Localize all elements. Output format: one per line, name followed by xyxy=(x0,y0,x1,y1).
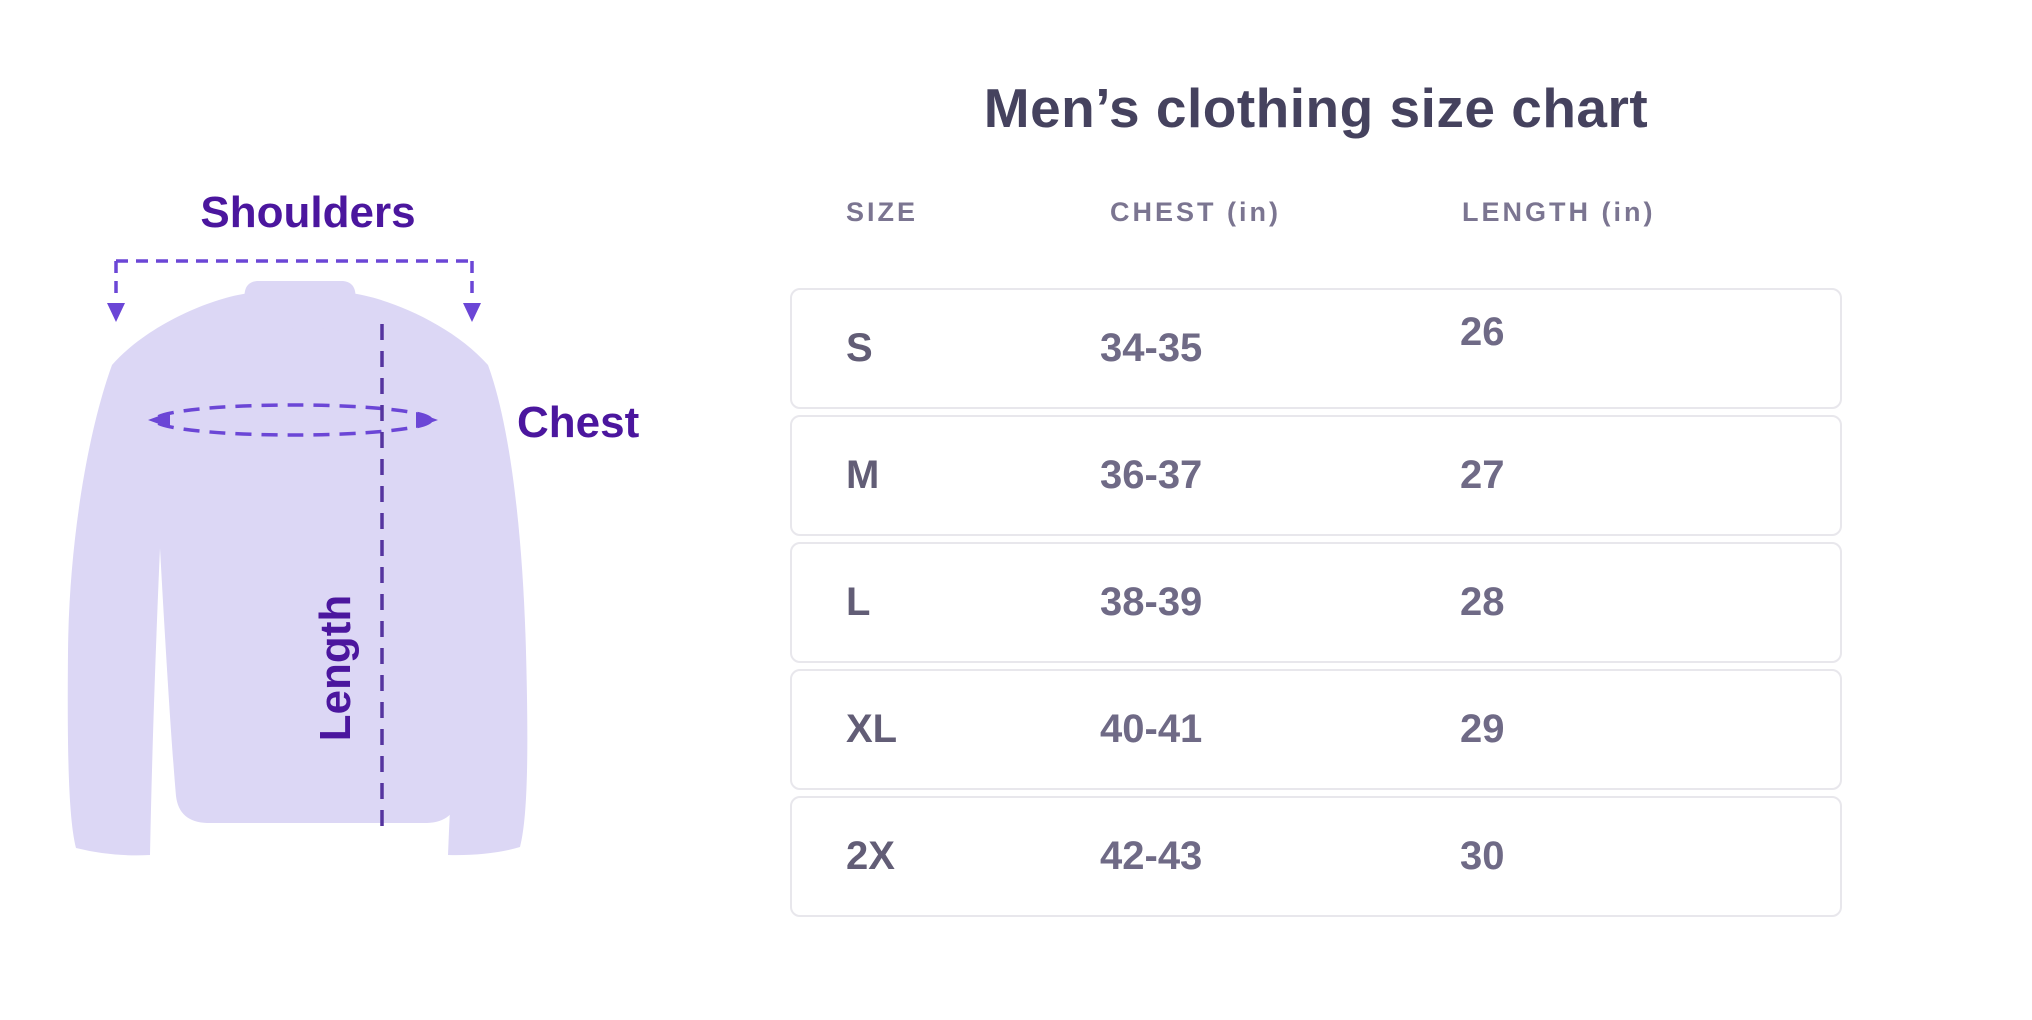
column-header-size: SIZE xyxy=(846,197,919,227)
chest-value: 36-37 xyxy=(1100,453,1203,497)
chest-label: Chest xyxy=(517,398,640,447)
table-row: S 34-35 26 xyxy=(790,288,1842,409)
size-value: S xyxy=(846,326,873,370)
shirt-collar xyxy=(238,281,362,334)
chest-value: 34-35 xyxy=(1100,326,1203,370)
chest-value: 40-41 xyxy=(1100,707,1203,751)
arrow-down-right-icon xyxy=(463,303,481,322)
length-value: 30 xyxy=(1460,834,1505,878)
shirt-silhouette xyxy=(67,293,528,856)
arrow-left-icon xyxy=(148,412,170,428)
length-value: 29 xyxy=(1460,707,1505,751)
length-label: Length xyxy=(311,595,360,742)
length-value: 26 xyxy=(1460,310,1505,354)
page-title: Men’s clothing size chart xyxy=(983,77,1649,139)
arrow-right-icon xyxy=(416,412,438,428)
column-header-chest: CHEST (in) xyxy=(1110,197,1281,227)
shoulders-label: Shoulders xyxy=(200,188,415,237)
shoulders-bracket xyxy=(114,259,474,300)
arrow-down-left-icon xyxy=(107,303,125,322)
chest-value: 38-39 xyxy=(1100,580,1203,624)
table-row: M 36-37 27 xyxy=(790,415,1842,536)
column-header-length: LENGTH (in) xyxy=(1462,197,1656,227)
table-row: L 38-39 28 xyxy=(790,542,1842,663)
size-value: 2X xyxy=(846,834,895,878)
table-row: XL 40-41 29 xyxy=(790,669,1842,790)
length-value: 28 xyxy=(1460,580,1505,624)
size-value: M xyxy=(846,453,880,497)
size-value: L xyxy=(846,580,871,624)
length-value: 27 xyxy=(1460,453,1505,497)
table-row: 2X 42-43 30 xyxy=(790,796,1842,917)
size-value: XL xyxy=(846,707,898,751)
chest-value: 42-43 xyxy=(1100,834,1203,878)
